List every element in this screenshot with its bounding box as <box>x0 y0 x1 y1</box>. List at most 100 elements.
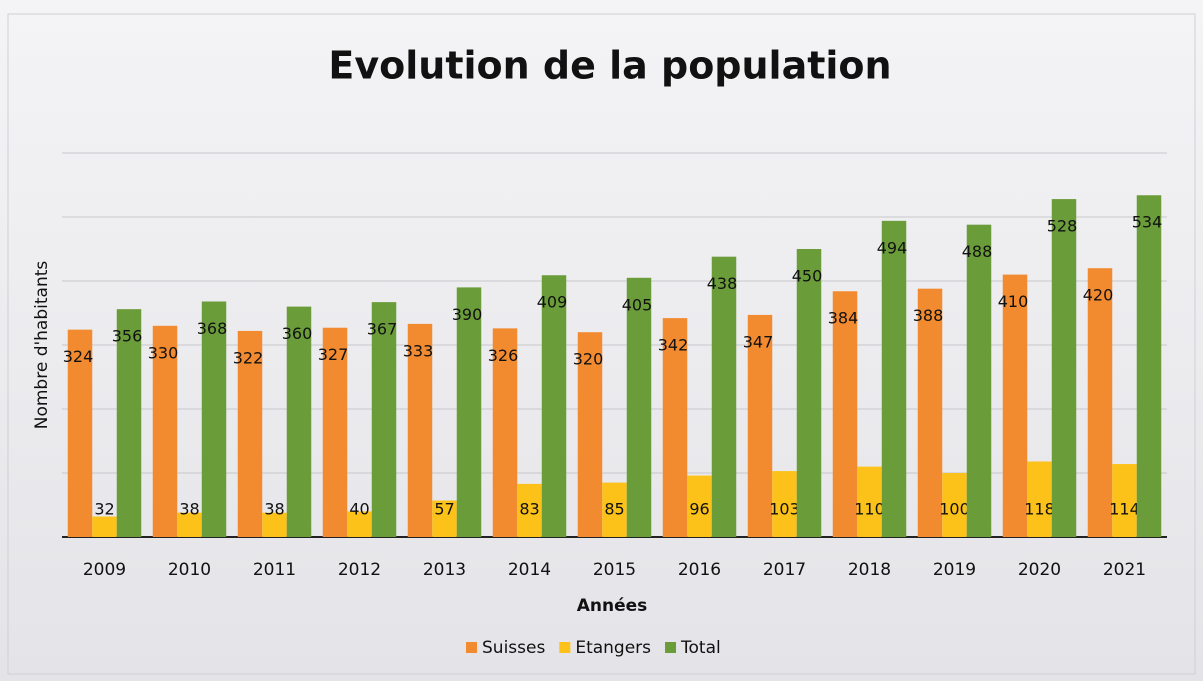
data-label: 38 <box>179 500 199 519</box>
bar <box>881 220 907 537</box>
data-label: 384 <box>828 309 859 328</box>
x-tick-label: 2018 <box>848 560 891 580</box>
data-label: 368 <box>197 319 228 338</box>
bar <box>772 471 797 537</box>
bar <box>541 275 567 537</box>
bar <box>67 329 93 537</box>
data-label: 327 <box>318 345 349 364</box>
data-label: 488 <box>962 242 993 261</box>
data-label: 83 <box>519 500 539 519</box>
x-tick-label: 2017 <box>763 560 806 580</box>
bar <box>917 288 943 537</box>
data-label: 410 <box>998 292 1029 311</box>
data-label: 356 <box>112 327 143 346</box>
data-label: 326 <box>488 346 519 365</box>
legend-swatch <box>559 642 571 653</box>
bar <box>286 306 312 537</box>
bar <box>432 500 457 537</box>
data-label: 110 <box>854 500 885 519</box>
bar <box>942 473 967 537</box>
x-tick-label: 2012 <box>338 560 381 580</box>
bar <box>711 256 737 537</box>
data-label: 450 <box>792 267 823 286</box>
data-label: 409 <box>537 293 568 312</box>
bar <box>456 287 482 537</box>
legend-label: Total <box>680 638 721 658</box>
bar <box>966 224 992 537</box>
data-label: 438 <box>707 274 738 293</box>
data-label: 342 <box>658 336 689 355</box>
data-label: 388 <box>913 306 944 325</box>
x-tick-label: 2014 <box>508 560 551 580</box>
bar <box>1027 461 1052 537</box>
bar <box>602 482 627 537</box>
bar <box>322 327 348 537</box>
data-label: 118 <box>1024 500 1055 519</box>
x-tick-label: 2013 <box>423 560 466 580</box>
data-label: 57 <box>434 500 454 519</box>
x-tick-label: 2011 <box>253 560 296 580</box>
x-tick-label: 2019 <box>933 560 976 580</box>
x-tick-label: 2010 <box>168 560 211 580</box>
chart-title: Evolution de la population <box>328 44 891 88</box>
x-tick-label: 2015 <box>593 560 636 580</box>
data-label: 85 <box>604 500 624 519</box>
bar <box>1051 199 1077 537</box>
bar <box>577 332 603 537</box>
data-label: 347 <box>743 332 774 351</box>
data-label: 360 <box>282 324 313 343</box>
data-label: 420 <box>1083 286 1114 305</box>
bar <box>832 291 858 537</box>
x-tick-label: 2020 <box>1018 560 1061 580</box>
bar <box>152 325 178 537</box>
data-label: 32 <box>94 500 114 519</box>
bar <box>92 516 117 537</box>
bar <box>517 483 542 537</box>
bar <box>687 475 712 537</box>
bar <box>492 328 518 537</box>
bar <box>347 511 372 537</box>
bar <box>1087 268 1113 537</box>
data-label: 38 <box>264 500 284 519</box>
data-label: 324 <box>63 347 94 366</box>
data-label: 322 <box>233 348 264 367</box>
bar <box>796 249 822 537</box>
legend-swatch <box>466 642 477 653</box>
data-label: 367 <box>367 320 398 339</box>
data-label: 96 <box>689 500 709 519</box>
bar <box>237 330 263 537</box>
legend-swatch <box>665 642 677 653</box>
data-label: 114 <box>1109 500 1140 519</box>
bar <box>1136 195 1162 538</box>
x-tick-label: 2021 <box>1103 560 1146 580</box>
x-axis-label: Années <box>577 596 648 616</box>
x-tick-label: 2009 <box>83 560 126 580</box>
bar <box>1112 464 1137 537</box>
data-label: 330 <box>148 343 179 362</box>
bar <box>371 302 397 537</box>
legend-label: Suisses <box>482 638 545 658</box>
bar <box>1002 274 1028 537</box>
bar <box>747 314 773 537</box>
bar <box>857 466 882 537</box>
data-label: 528 <box>1047 217 1078 236</box>
bar <box>662 318 688 537</box>
data-label: 390 <box>452 305 483 324</box>
data-label: 405 <box>622 295 653 314</box>
data-label: 534 <box>1132 213 1163 232</box>
legend-label: Etangers <box>575 638 651 658</box>
x-tick-label: 2016 <box>678 560 721 580</box>
data-label: 320 <box>573 350 604 369</box>
bar <box>116 309 142 537</box>
data-label: 40 <box>349 500 369 519</box>
y-axis-label: Nombre d'habitants <box>32 261 52 430</box>
data-label: 494 <box>877 238 908 257</box>
data-label: 100 <box>939 500 970 519</box>
data-label: 333 <box>403 341 434 360</box>
data-label: 103 <box>769 500 800 519</box>
bar <box>407 323 433 537</box>
bar <box>626 277 652 537</box>
bar <box>262 512 287 537</box>
chart-frame <box>7 13 1196 675</box>
